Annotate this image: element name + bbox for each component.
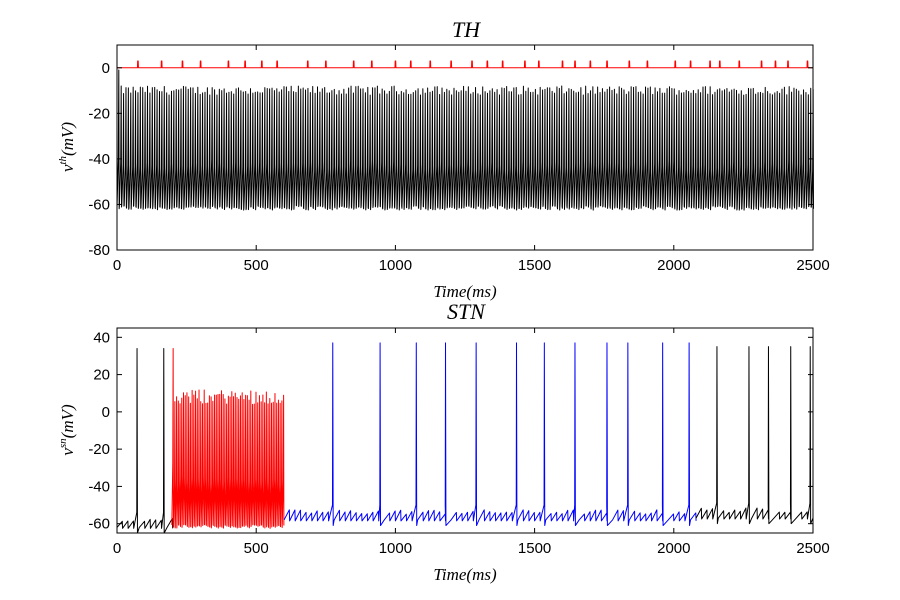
series-bottom-1 — [171, 348, 285, 529]
y-tick-label: 0 — [102, 404, 110, 421]
th-panel: TH 0 500 1000 1500 2000 2500 -80 -60 -40 -20 0 Tim… — [57, 17, 830, 301]
y-tick-label: -20 — [88, 105, 110, 122]
y-tick-label: -20 — [88, 441, 110, 458]
stn-ticks: 0 500 1000 1500 2000 2500 -60 -40 -20 0 20 40 — [88, 328, 830, 557]
x-tick-label: 0 — [113, 257, 121, 274]
th-traces — [116, 60, 814, 211]
stn-y-axis-label: vsn(mV) — [57, 404, 77, 456]
stn-y-label-base: v — [58, 448, 77, 456]
stn-title: STN — [447, 299, 486, 324]
th-y-axis-label: vth(mV) — [57, 122, 77, 172]
th-title: TH — [452, 17, 481, 42]
series-bottom-3 — [695, 346, 814, 525]
x-tick-label: 1500 — [518, 540, 551, 557]
y-tick-label: 20 — [93, 367, 110, 384]
x-tick-label: 2000 — [657, 540, 690, 557]
x-tick-label: 0 — [113, 540, 121, 557]
stn-traces — [116, 342, 814, 534]
stn-panel: STN 0 500 1000 1500 2000 2500 -60 -40 -20 0 20 40 T… — [57, 299, 830, 584]
y-tick-label: 40 — [93, 329, 110, 346]
x-tick-label: 2500 — [796, 540, 829, 557]
stn-y-label-unit: (mV) — [58, 404, 77, 438]
x-tick-label: 2500 — [796, 257, 829, 274]
series-bottom-2 — [283, 342, 697, 527]
y-tick-label: -40 — [88, 151, 110, 168]
stn-axes-frame — [116, 327, 814, 534]
y-tick-label: -40 — [88, 478, 110, 495]
series-top-0 — [116, 69, 814, 211]
x-tick-label: 500 — [244, 540, 269, 557]
x-tick-label: 1000 — [379, 257, 412, 274]
stn-y-label-sup: sn — [57, 438, 69, 448]
y-tick-label: -60 — [88, 516, 110, 533]
th-ticks: 0 500 1000 1500 2000 2500 -80 -60 -40 -20 0 — [88, 45, 830, 274]
y-tick-label: -80 — [88, 242, 110, 259]
th-axes-frame — [116, 44, 814, 251]
stn-x-axis-label: Time(ms) — [433, 565, 497, 584]
y-tick-label: -60 — [88, 196, 110, 213]
x-tick-label: 1500 — [518, 257, 551, 274]
th-y-label-base: v — [58, 164, 77, 172]
x-tick-label: 500 — [244, 257, 269, 274]
th-y-label-sup: th — [57, 155, 69, 164]
th-x-axis-label: Time(ms) — [433, 282, 497, 301]
x-tick-label: 1000 — [379, 540, 412, 557]
series-top-1 — [117, 60, 813, 69]
x-tick-label: 2000 — [657, 257, 690, 274]
series-bottom-0 — [116, 348, 174, 534]
th-y-label-unit: (mV) — [58, 122, 77, 156]
y-tick-label: 0 — [102, 60, 110, 77]
